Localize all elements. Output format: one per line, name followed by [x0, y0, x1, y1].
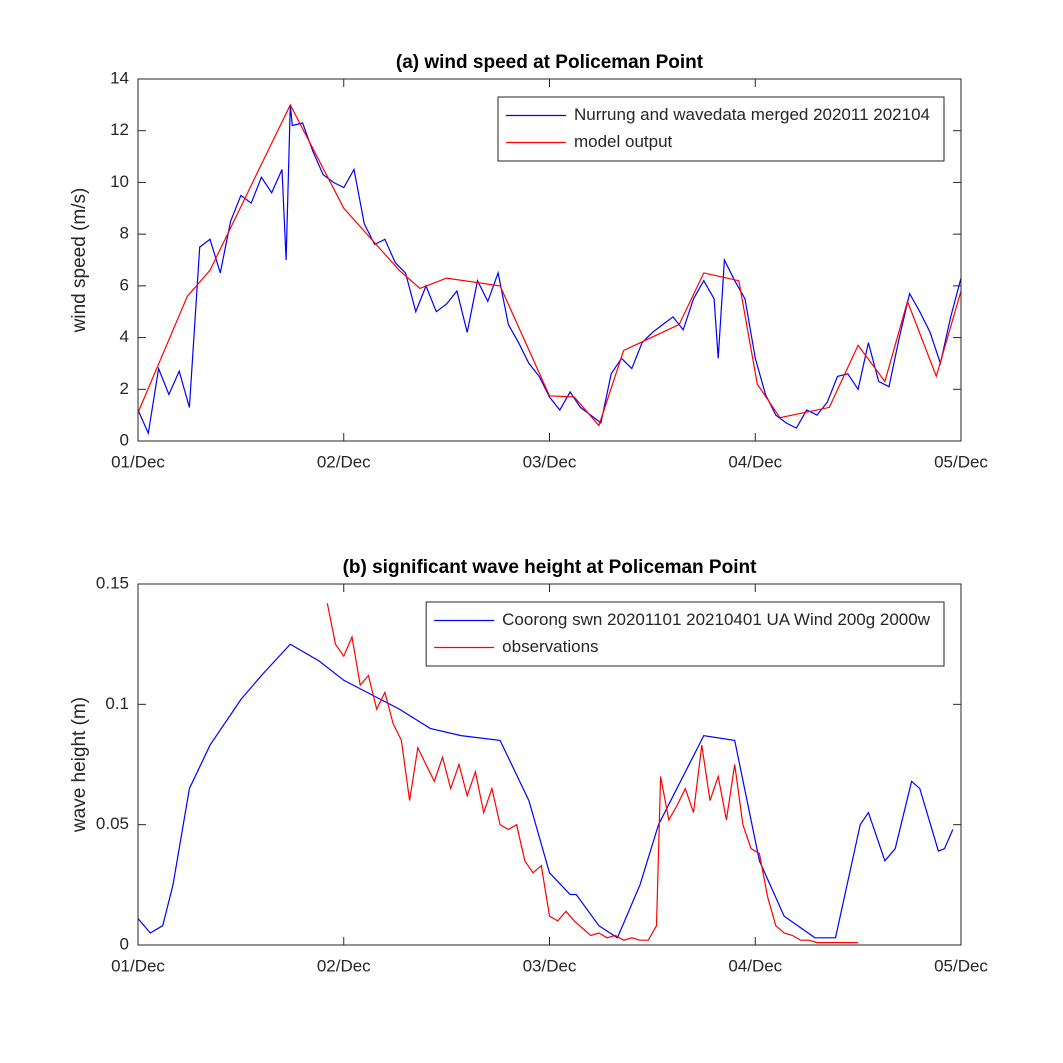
y-tick-label: 0.15	[96, 573, 129, 592]
series-line	[137, 104, 962, 436]
legend-box	[497, 96, 945, 162]
plot-frame	[137, 583, 962, 946]
y-tick-label: 6	[120, 275, 129, 294]
y-axis-label: wind speed (m/s)	[69, 188, 90, 334]
x-tick-label: 04/Dec	[728, 452, 782, 471]
x-tick-label: 03/Dec	[523, 956, 577, 975]
x-tick-label: 05/Dec	[934, 956, 988, 975]
x-tick-label: 03/Dec	[523, 452, 577, 471]
legend-label: model output	[574, 132, 673, 151]
y-tick-label: 8	[120, 224, 129, 243]
x-tick-label: 01/Dec	[111, 956, 165, 975]
series-line	[137, 103, 962, 427]
legend-label: Coorong swn 20201101 20210401 UA Wind 20…	[502, 610, 931, 629]
x-tick-label: 02/Dec	[317, 452, 371, 471]
series-line	[137, 643, 954, 939]
x-tick-label: 05/Dec	[934, 452, 988, 471]
y-tick-label: 0.05	[96, 814, 129, 833]
legend-label: observations	[502, 637, 598, 656]
y-tick-label: 12	[110, 120, 129, 139]
y-axis-label: wave height (m)	[69, 697, 90, 833]
y-tick-label: 4	[120, 327, 129, 346]
legend-label: Nurrung and wavedata merged 202011 20210…	[574, 105, 930, 124]
y-tick-label: 0	[120, 934, 129, 953]
chart-title: (b) significant wave height at Policeman…	[343, 557, 758, 578]
y-tick-label: 14	[110, 68, 129, 87]
x-tick-label: 02/Dec	[317, 956, 371, 975]
y-tick-label: 0.1	[105, 694, 129, 713]
chart-title: (a) wind speed at Policeman Point	[396, 52, 704, 73]
x-tick-label: 04/Dec	[728, 956, 782, 975]
legend-box	[425, 601, 945, 667]
series-line	[326, 603, 859, 944]
y-tick-label: 10	[110, 172, 129, 191]
x-tick-label: 01/Dec	[111, 452, 165, 471]
y-tick-label: 2	[120, 379, 129, 398]
y-tick-label: 0	[120, 430, 129, 449]
plot-frame	[137, 78, 962, 442]
